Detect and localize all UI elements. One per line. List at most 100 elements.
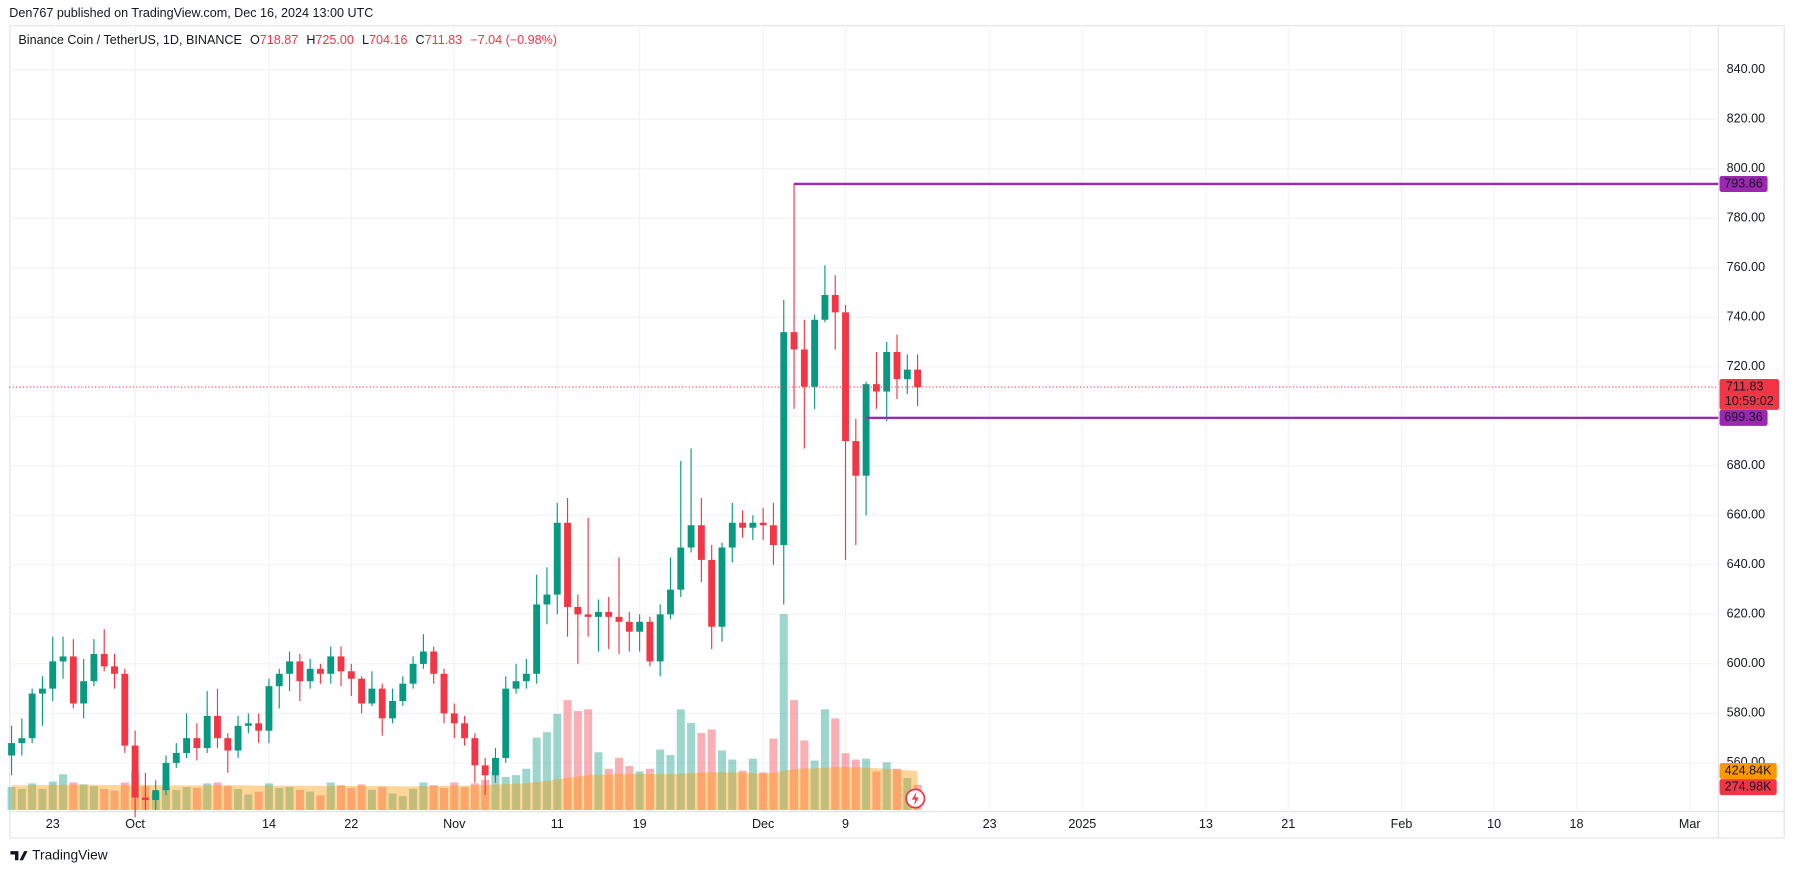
- volume-bar: [676, 709, 685, 810]
- volume-bar: [172, 789, 181, 810]
- candle-body: [481, 765, 489, 776]
- volume-bar: [182, 787, 191, 810]
- legend-value: 704.16: [369, 34, 407, 48]
- candle-body: [697, 525, 705, 560]
- y-tick-label: 620.00: [1727, 607, 1765, 621]
- volume-bar: [244, 794, 253, 810]
- attribution: Den767 published on TradingView.com, Dec…: [9, 6, 373, 20]
- x-tick-label: 23: [983, 817, 997, 831]
- volume-bar: [388, 793, 397, 810]
- volume-bar: [69, 782, 78, 810]
- volume-bar: [409, 788, 418, 810]
- y-tick-label: 600.00: [1727, 656, 1765, 670]
- level-label-box: [1719, 175, 1768, 192]
- candle-body: [121, 673, 129, 746]
- volume-bar: [491, 771, 500, 810]
- legend: Binance Coin / TetherUS, 1D, BINANCE O 71…: [18, 34, 557, 48]
- x-tick-label: 22: [344, 817, 358, 831]
- candle-body: [347, 671, 355, 679]
- volume-bar: [738, 770, 747, 810]
- candle-body: [522, 673, 530, 682]
- candle-body: [903, 369, 911, 380]
- candle-body: [224, 738, 232, 751]
- legend-value: 725.00: [315, 34, 353, 48]
- footer: TradingView: [32, 847, 108, 862]
- y-tick-label: 820.00: [1727, 112, 1765, 126]
- volume-bar: [872, 771, 881, 810]
- candle-body: [440, 673, 448, 714]
- volume-bar: [512, 775, 521, 810]
- volume-bar: [522, 768, 531, 810]
- x-tick-label: 9: [842, 817, 849, 831]
- candle-body: [378, 688, 386, 719]
- volume-bar: [532, 737, 541, 810]
- chart-frame: [9, 25, 1785, 839]
- last-price-label: 711.83: [1726, 379, 1764, 393]
- legend-value: 711.83: [425, 34, 463, 48]
- candle-body: [141, 797, 149, 801]
- volume-bar: [820, 709, 829, 810]
- legend-label: O: [250, 34, 260, 48]
- volume-bar: [635, 771, 644, 810]
- candle-body: [172, 752, 180, 763]
- candle-body: [543, 594, 551, 605]
- volume-bar: [161, 787, 171, 810]
- candle-body: [564, 522, 571, 607]
- volume-bar: [687, 722, 696, 810]
- candle-body: [872, 384, 880, 392]
- x-tick-label: 11: [551, 817, 564, 831]
- candle-body: [183, 738, 191, 753]
- volume-bar: [759, 772, 768, 810]
- x-tick-label: 18: [1570, 817, 1584, 831]
- candle-body: [605, 611, 613, 617]
- y-tick-label: 720.00: [1727, 359, 1765, 373]
- candle-body: [255, 723, 263, 731]
- volume-bar: [470, 783, 479, 810]
- legend-label: H: [306, 34, 315, 48]
- candle-body: [492, 757, 499, 776]
- volume-bar: [666, 755, 675, 810]
- candle-body: [214, 715, 221, 739]
- candle-body: [811, 319, 819, 387]
- candle-body: [399, 683, 407, 702]
- candle-body: [131, 745, 139, 798]
- volume-bar: [892, 768, 902, 810]
- candle-body: [883, 351, 891, 392]
- candle-body: [306, 668, 314, 682]
- candle-body: [759, 522, 767, 526]
- candle-body: [862, 384, 870, 476]
- candle-body: [893, 351, 901, 380]
- chart-title: Binance Coin / TetherUS, 1D, BINANCE: [18, 34, 241, 48]
- candle-body: [286, 661, 293, 674]
- volume-bar: [697, 733, 706, 810]
- candle-body: [667, 589, 674, 615]
- volume-bar: [625, 766, 634, 810]
- y-tick-label: 760.00: [1727, 260, 1765, 274]
- candle-body: [90, 653, 98, 682]
- candle-body: [708, 559, 716, 627]
- candle-body: [461, 723, 469, 739]
- candle-body: [574, 606, 582, 615]
- volume-bar: [120, 782, 129, 810]
- candle-body: [296, 661, 304, 682]
- volume-bar: [450, 782, 459, 810]
- legend-label: L: [362, 34, 369, 48]
- volume-bar: [707, 729, 716, 810]
- candle-body: [419, 651, 427, 664]
- candle-body: [800, 349, 808, 387]
- volume-bar: [563, 700, 572, 810]
- volume-ma-label: 424.84K: [1725, 763, 1772, 777]
- volume-bar: [460, 787, 469, 810]
- volume-bar: [295, 789, 304, 810]
- candle-body: [842, 312, 849, 442]
- candle-body: [471, 738, 479, 766]
- volume-bar: [779, 614, 788, 810]
- volume-bar: [48, 781, 57, 810]
- volume-bar: [213, 782, 222, 810]
- x-tick-label: 23: [46, 817, 60, 831]
- x-tick-label: Nov: [443, 817, 466, 831]
- candle-body: [244, 723, 252, 726]
- candle-body: [718, 547, 726, 627]
- volume-bar: [790, 700, 799, 810]
